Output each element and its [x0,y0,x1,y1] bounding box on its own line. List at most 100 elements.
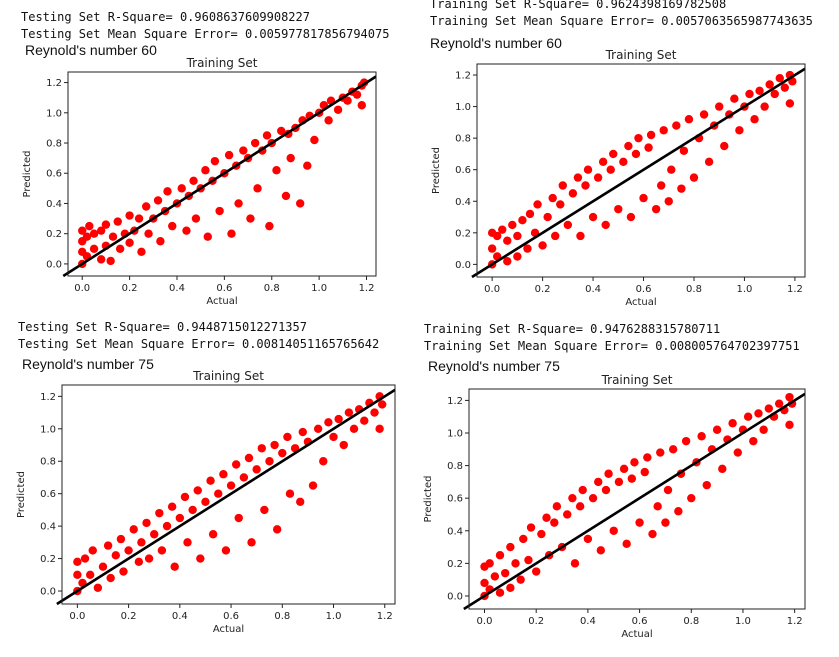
data-point [286,153,295,163]
y-tick-label: 0.2 [447,559,463,570]
data-point [563,220,573,230]
data-point [604,469,613,478]
reference-line [471,67,806,279]
data-point [310,135,319,145]
data-point [538,241,547,250]
data-point [257,444,266,453]
data-point [667,165,676,174]
reynolds-number-label: Reynold's number 75 [22,356,154,372]
data-point [627,474,637,483]
data-point [755,86,764,96]
data-point [89,229,99,238]
y-tick-label: 0.8 [455,134,471,145]
data-point [182,226,191,235]
data-point [568,493,577,503]
data-point [141,202,151,211]
data-point [656,448,665,457]
data-point [656,181,666,190]
data-point [265,457,274,466]
data-point [98,562,108,571]
data-point [525,209,535,219]
data-point [324,418,333,427]
x-tick-label: 0.6 [223,611,239,622]
data-point [681,436,691,446]
data-point [601,485,611,495]
data-point [508,220,517,230]
data-point [576,231,585,241]
stats-block: Training Set R-Square= 0.947628831578071… [424,321,800,355]
data-point [111,551,120,560]
data-point [239,473,249,482]
scatter-plot-3: Training Set 0.0 0.2 0.4 0.6 0.8 1.0 1.2 0.0 0.2 0… [16,369,396,635]
x-tick-label: 1.0 [311,283,327,294]
data-point [157,546,167,555]
data-point [516,575,525,584]
data-point [278,448,287,458]
x-tick-label: 0.8 [264,283,280,294]
y-tick-label: 1.2 [455,71,471,82]
data-point [609,149,618,159]
data-point [88,546,97,555]
data-point [558,181,567,190]
data-point [677,184,686,193]
data-point [704,157,714,167]
data-points [480,392,797,601]
data-point [224,150,234,160]
data-point [270,440,279,450]
data-point [785,420,794,430]
x-axis-label: Actual [621,629,652,640]
data-point [622,539,631,549]
scatter-plot-2: Training Set 0.0 0.2 0.4 0.6 0.8 1.0 1.2 0.0 0.2 0… [431,48,806,308]
stats-block: Training Set R-Square= 0.962439816978250… [430,0,813,30]
y-tick-label: 0.6 [455,165,471,176]
plot-frame [476,63,806,278]
data-point [537,529,546,539]
data-point [96,255,106,264]
data-point [598,157,608,167]
chart-title: Training Set [605,48,677,62]
y-tick-label: 1.2 [447,396,463,407]
data-point [231,460,241,469]
data-point [144,229,153,238]
data-point [115,244,125,253]
scatter-plot-1: Training Set 0.0 0.2 0.4 0.6 0.8 1.0 1.2 0.0 0.2 0… [22,56,377,307]
data-point [116,534,126,544]
data-point [519,534,528,544]
data-point [150,530,159,539]
reference-line [463,392,806,611]
data-point [754,409,763,418]
data-point [619,464,629,474]
data-point [581,181,590,190]
data-point [144,554,154,563]
data-point [283,432,292,442]
data-point [196,554,205,563]
data-point [533,200,542,209]
data-point [298,427,307,437]
y-tick-label: 0.4 [46,199,62,210]
data-point [480,578,489,588]
data-point [487,244,497,253]
data-point [785,99,795,108]
data-point [101,220,111,229]
data-point [573,173,583,182]
data-point [702,480,711,490]
data-point [661,518,670,527]
plot-frame [67,71,377,277]
chart-panel-2: Training Set R-Square= 0.962439816978250… [419,0,829,325]
data-point [80,554,90,563]
data-point [760,102,769,111]
data-point [730,94,739,103]
data-point [634,133,643,143]
data-point [644,143,653,152]
data-point [500,568,510,578]
data-point [313,424,323,433]
data-point [542,513,551,522]
data-point [684,115,694,124]
data-point [575,502,585,511]
data-point [168,221,177,231]
data-point [82,232,92,241]
data-point [759,425,768,434]
data-point [201,166,210,175]
data-point [552,502,562,511]
data-point [234,513,243,523]
